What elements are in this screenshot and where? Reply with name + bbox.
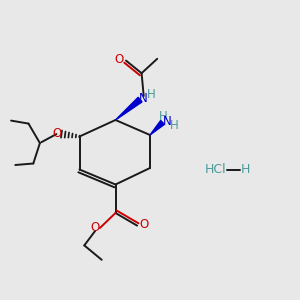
Text: O: O: [91, 221, 100, 234]
Text: N: N: [163, 115, 172, 128]
Text: HCl: HCl: [205, 163, 227, 176]
Text: H: H: [170, 119, 179, 133]
Text: H: H: [147, 88, 156, 101]
Text: O: O: [52, 127, 61, 140]
Text: O: O: [139, 218, 148, 232]
Text: H: H: [241, 163, 250, 176]
Text: N: N: [139, 92, 148, 105]
Text: H: H: [159, 110, 168, 123]
Text: O: O: [115, 52, 124, 66]
Polygon shape: [116, 97, 142, 120]
Polygon shape: [150, 121, 164, 135]
